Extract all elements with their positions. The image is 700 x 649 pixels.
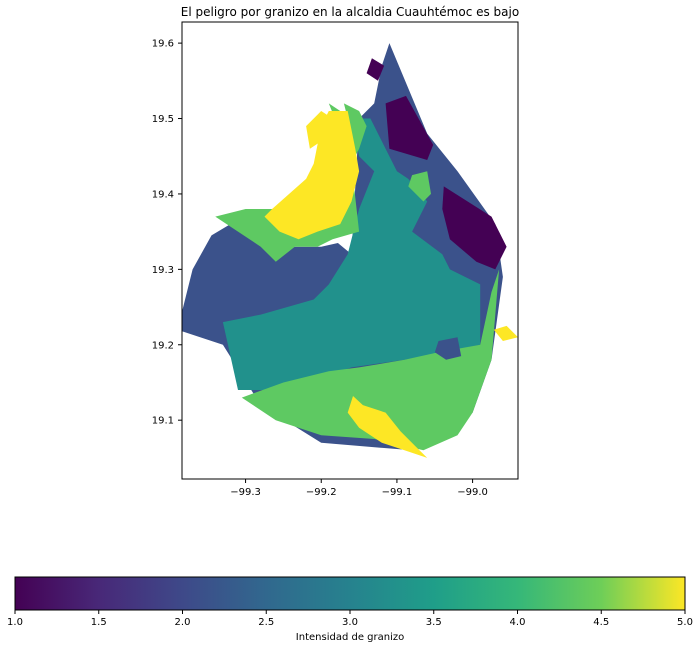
map-region-4 [222,118,481,390]
map-region-1 [385,95,434,160]
map-region-10 [306,111,333,149]
y-tick-label: 19.2 [152,340,174,351]
colorbar-tick-label: 1.5 [91,617,107,628]
y-axis: 19.1 19.2 19.3 19.4 19.5 19.6 [152,39,182,427]
colorbar-tick-label: 3.5 [426,617,442,628]
colorbar-tick-label: 2.0 [175,617,191,628]
x-tick-label: −99.0 [457,487,488,498]
x-tick-label: −99.1 [382,487,413,498]
plot-frame [181,21,519,480]
colorbar-tick-label: 5.0 [677,617,693,628]
chart-title: El peligro por granizo en la alcaldia Cu… [181,5,519,19]
y-tick-label: 19.6 [152,39,174,50]
map-region-3 [442,186,507,270]
map-region-2 [366,58,385,81]
y-tick-label: 19.4 [152,189,174,200]
y-tick-label: 19.5 [152,114,174,125]
map-region-12 [493,325,518,341]
map-region-5 [241,269,500,451]
x-axis: −99.3 −99.2 −99.1 −99.0 [230,479,488,498]
x-tick-label: −99.2 [306,487,337,498]
colorbar-tick-label: 1.0 [7,617,23,628]
y-tick-label: 19.3 [152,265,174,276]
colorbar-ticks: 1.0 1.5 2.0 2.5 3.0 3.5 4.0 4.5 5.0 [7,610,693,628]
colorbar-tick-label: 3.0 [342,617,358,628]
colorbar-tick-label: 4.5 [593,617,609,628]
map-region-9 [264,111,360,240]
colorbar-tick-label: 4.0 [510,617,526,628]
map-region-13 [434,337,462,360]
map-region-7 [408,171,431,202]
map-region-11 [347,396,428,458]
map-region-8 [343,103,367,164]
map-regions [182,43,518,458]
x-tick-label: −99.3 [230,487,261,498]
colorbar-label: Intensidad de granizo [296,632,404,643]
colorbar [14,576,686,611]
colorbar-tick-label: 2.5 [258,617,274,628]
y-tick-label: 19.1 [152,416,174,427]
